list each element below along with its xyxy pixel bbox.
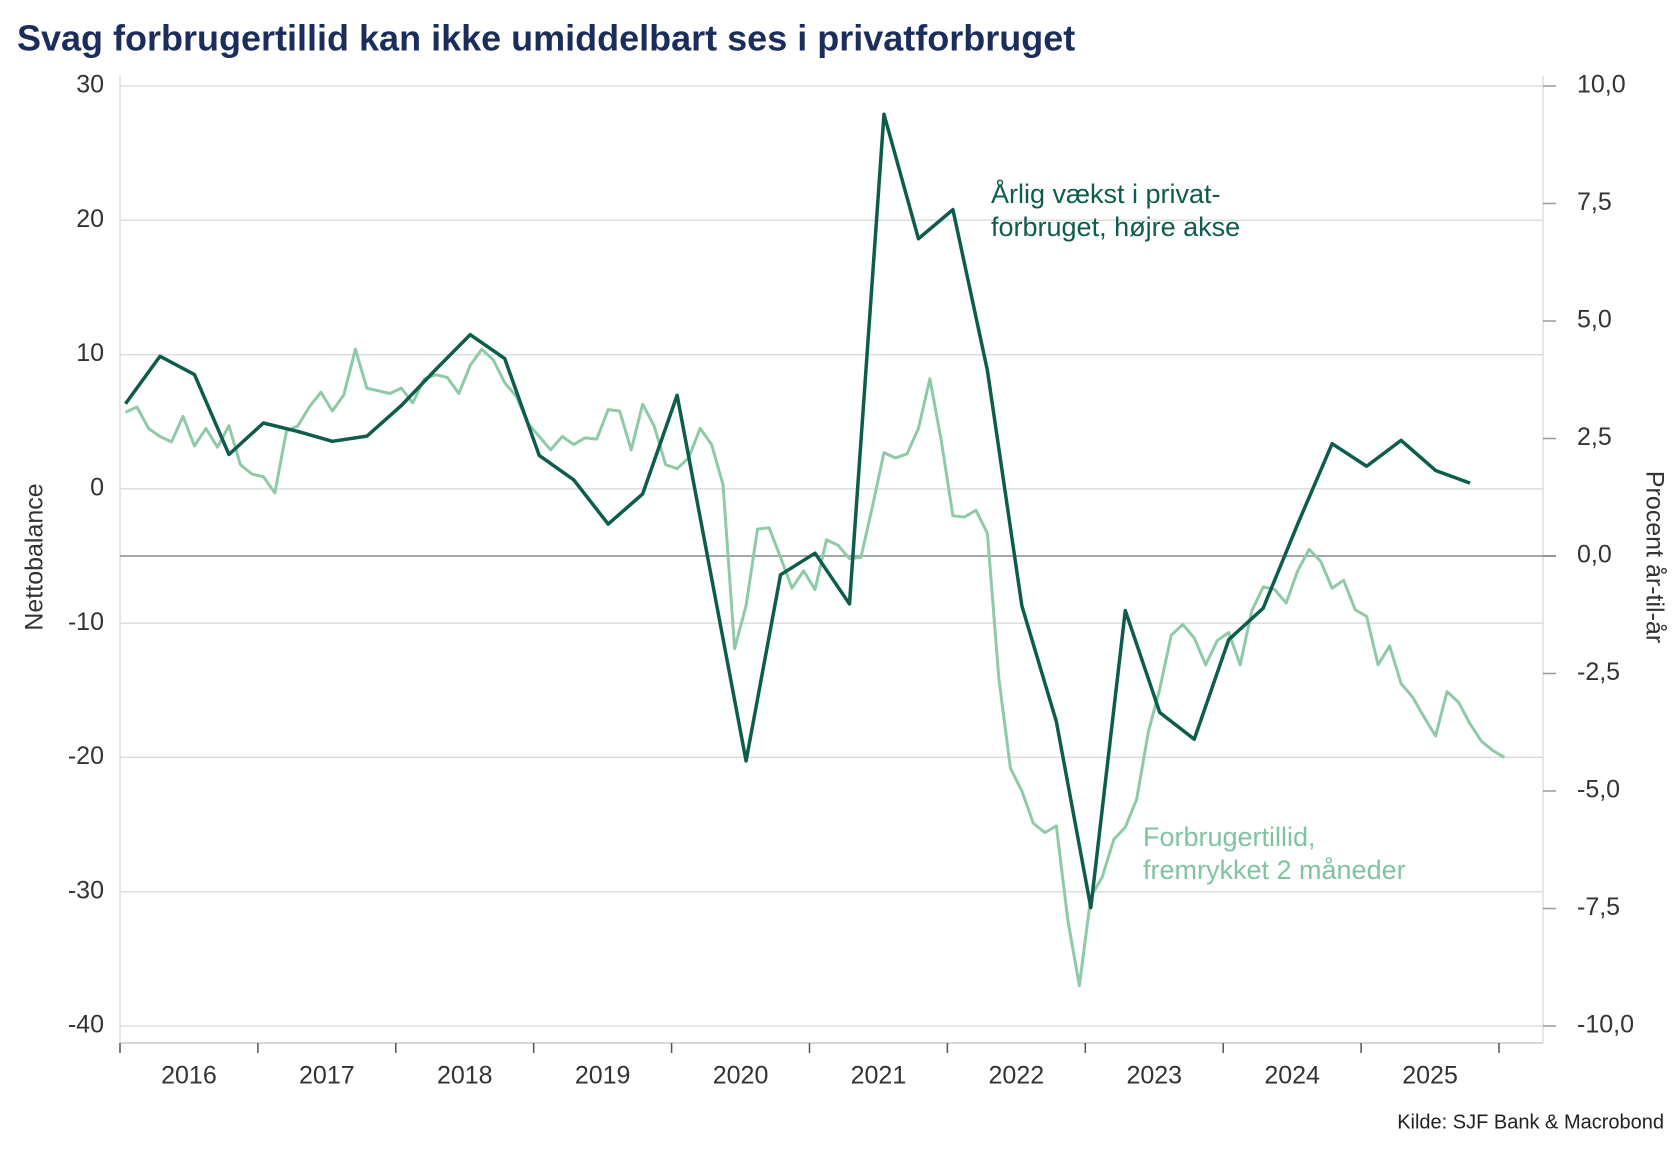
y2-tick-label: -5,0: [1577, 776, 1620, 804]
y-tick-label: -40: [68, 1011, 104, 1039]
annotation: Forbrugertillid,: [1143, 822, 1316, 852]
y-tick-label: -30: [68, 876, 104, 904]
y-tick-label: -10: [68, 608, 104, 636]
y-tick-label: 20: [76, 205, 104, 233]
y-tick-label: 0: [90, 473, 104, 501]
x-tick-label: 2017: [299, 1062, 355, 1090]
y-tick-label: -20: [68, 742, 104, 770]
y2-tick-label: 10,0: [1577, 71, 1626, 99]
x-tick-label: 2024: [1264, 1062, 1320, 1090]
y-tick-label: 10: [76, 339, 104, 367]
y2-tick-label: -7,5: [1577, 893, 1620, 921]
x-tick-label: 2018: [437, 1062, 493, 1090]
source: Kilde: SJF Bank & Macrobond: [1397, 1111, 1664, 1133]
y-axis-title: Nettobalance: [21, 483, 49, 630]
y2-tick-label: 2,5: [1577, 423, 1612, 451]
x-tick-label: 2016: [161, 1062, 217, 1090]
annotation: Årlig vækst i privat-: [991, 178, 1221, 209]
series-line: [124, 112, 1471, 910]
y2-tick-label: 7,5: [1577, 188, 1612, 216]
x-tick-label: 2021: [851, 1062, 907, 1090]
y2-tick-label: 5,0: [1577, 306, 1612, 334]
y2-tick-label: -2,5: [1577, 658, 1620, 686]
series-line: [124, 347, 1506, 988]
y2-tick-label: -10,0: [1577, 1011, 1634, 1039]
chart-title: Svag forbrugertillid kan ikke umiddelbar…: [17, 18, 1075, 59]
annotation: fremrykket 2 måneder: [1143, 855, 1406, 885]
x-tick-label: 2020: [713, 1062, 769, 1090]
x-tick-label: 2022: [989, 1062, 1045, 1090]
annotation: forbruget, højre akse: [991, 212, 1240, 242]
x-tick-label: 2023: [1126, 1062, 1182, 1090]
x-tick-label: 2019: [575, 1062, 631, 1090]
y2-tick-label: 0,0: [1577, 541, 1612, 569]
y-tick-label: 30: [76, 71, 104, 99]
x-tick-label: 2025: [1402, 1062, 1458, 1090]
y2-axis-title: Procent år-til-år: [1640, 471, 1668, 643]
